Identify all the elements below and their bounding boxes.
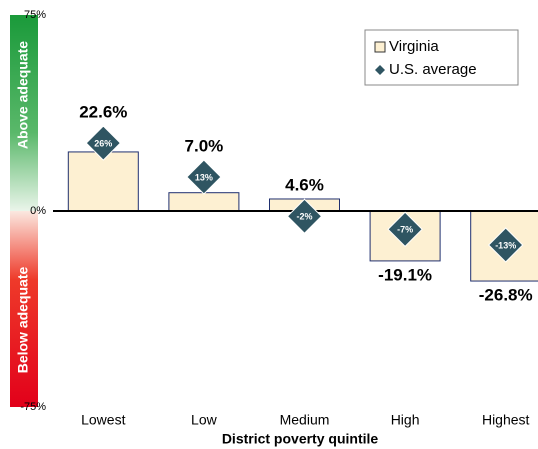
value-label: -19.1% bbox=[378, 265, 432, 284]
band-label: Above adequate bbox=[15, 41, 31, 149]
us-marker bbox=[387, 211, 423, 248]
x-tick-label: Low bbox=[191, 412, 218, 428]
x-tick-label: High bbox=[391, 412, 420, 428]
value-label: -26.8% bbox=[479, 286, 533, 305]
us-marker bbox=[85, 125, 122, 161]
legend-marker bbox=[374, 41, 386, 53]
us-label: -7% bbox=[397, 225, 413, 235]
legend-box bbox=[364, 29, 519, 86]
legend-marker bbox=[375, 65, 385, 75]
y-tick-label: -75% bbox=[20, 401, 46, 413]
us-marker bbox=[487, 227, 524, 263]
bar bbox=[67, 151, 139, 212]
legend-label: U.S. average bbox=[389, 61, 477, 78]
x-tick-label: Lowest bbox=[81, 412, 125, 428]
value-label: 22.6% bbox=[79, 103, 127, 122]
x-tick-label: Medium bbox=[280, 412, 330, 428]
us-marker bbox=[286, 198, 323, 234]
band-label: Below adequate bbox=[15, 267, 31, 374]
y-tick-label: 75% bbox=[24, 9, 46, 21]
us-marker bbox=[186, 159, 222, 195]
below-band bbox=[10, 211, 38, 407]
x-tick-label: Highest bbox=[482, 412, 530, 428]
x-axis-title: District poverty quintile bbox=[222, 431, 379, 447]
legend-label: Virginia bbox=[389, 38, 439, 55]
us-label: -13% bbox=[495, 240, 516, 250]
value-label: 4.6% bbox=[285, 175, 324, 194]
above-band bbox=[10, 15, 38, 211]
us-label: 13% bbox=[195, 172, 213, 182]
bar bbox=[168, 192, 240, 212]
value-label: 7.0% bbox=[185, 137, 224, 156]
y-tick-label: 0% bbox=[30, 205, 46, 217]
us-label: -2% bbox=[296, 212, 312, 222]
us-label: 26% bbox=[94, 138, 112, 148]
